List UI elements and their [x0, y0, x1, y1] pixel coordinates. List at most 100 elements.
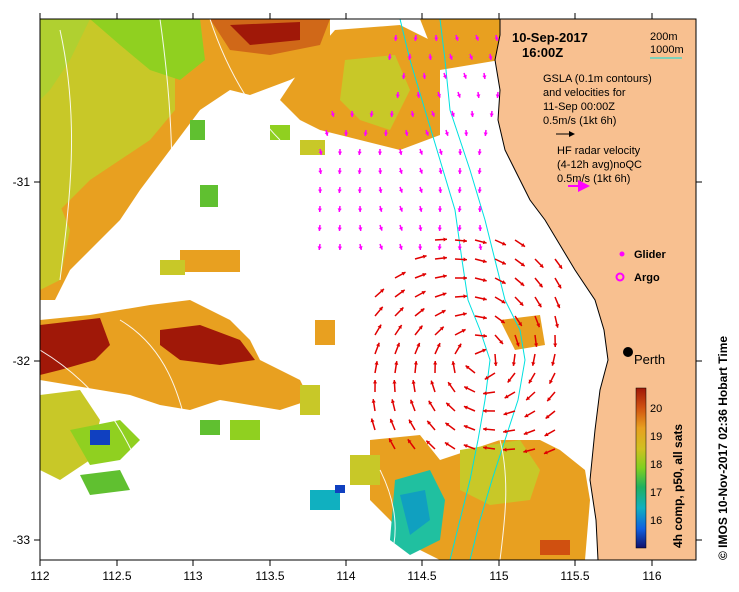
velocity-arrowhead: [357, 170, 362, 174]
x-tick-114-5: 114.5: [407, 569, 436, 583]
velocity-arrowhead: [488, 56, 493, 60]
map-date: 10-Sep-2017: [512, 30, 588, 45]
velocity-arrowhead: [499, 340, 504, 344]
isobath-1000m-label: 1000m: [650, 44, 684, 56]
colorbar: [635, 387, 647, 549]
velocity-arrowhead: [383, 132, 388, 136]
velocity-arrowhead: [357, 189, 362, 193]
velocity-arrowhead: [376, 342, 380, 347]
velocity-arrowhead: [518, 321, 522, 326]
velocity-arrowhead: [416, 342, 421, 347]
velocity-arrowhead: [418, 246, 423, 250]
velocity-arrowhead: [396, 342, 401, 347]
velocity-arrowhead: [457, 246, 462, 250]
map-time: 16:00Z: [522, 45, 563, 60]
velocity-arrowhead: [401, 75, 406, 79]
velocity-arrowhead: [434, 37, 439, 41]
x-tick-112: 112: [30, 569, 49, 583]
velocity-arrowhead: [369, 113, 374, 117]
plot-frame: [39, 18, 697, 561]
velocity-arrowhead: [454, 36, 459, 41]
velocity-arrowhead: [539, 263, 544, 268]
velocity-arrowhead: [501, 280, 506, 284]
velocity-arrowhead: [501, 299, 506, 304]
velocity-arrowhead: [324, 131, 329, 136]
velocity-arrowhead: [372, 380, 378, 384]
velocity-arrowhead: [468, 55, 473, 60]
velocity-arrowhead: [437, 227, 442, 231]
velocity-arrowhead: [444, 131, 449, 136]
velocity-arrowhead: [551, 361, 556, 366]
velocity-arrowhead: [476, 94, 481, 98]
velocity-arrowhead: [507, 378, 512, 383]
velocity-arrowhead: [463, 275, 467, 281]
velocity-arrowhead: [330, 112, 335, 117]
velocity-arrowhead: [461, 329, 466, 333]
velocity-arrowhead: [534, 343, 539, 347]
velocity-arrowhead: [377, 324, 382, 329]
velocity-arrowhead: [501, 241, 506, 246]
velocity-arrowhead: [410, 399, 414, 404]
velocity-arrowhead: [457, 208, 462, 212]
velocity-arrowhead: [504, 394, 509, 399]
velocity-arrowhead: [441, 310, 446, 314]
x-tick-112-5: 112.5: [102, 569, 131, 583]
velocity-arrowhead: [394, 361, 399, 365]
velocity-arrowhead: [358, 227, 363, 231]
velocity-arrowhead: [483, 427, 487, 432]
gsla-velocity-arrows: [370, 237, 563, 455]
velocity-arrowhead: [389, 113, 394, 117]
velocity-arrowhead: [477, 151, 482, 155]
colorbar-tick-17: 17: [650, 487, 662, 499]
velocity-arrowhead: [418, 325, 423, 330]
velocity-arrowhead: [547, 397, 552, 402]
x-tick-113: 113: [183, 569, 202, 583]
velocity-arrowhead: [357, 151, 362, 155]
velocity-arrowhead: [426, 440, 431, 445]
velocity-arrowhead: [464, 386, 469, 391]
velocity-arrowhead: [519, 301, 524, 306]
x-tick-113-5: 113.5: [255, 569, 284, 583]
velocity-arrowhead: [318, 189, 323, 193]
axis-ticks: [34, 13, 702, 566]
gsla-text-4: 0.5m/s (1kt 6h): [543, 115, 616, 127]
velocity-arrowhead: [554, 323, 559, 328]
velocity-arrowhead: [400, 289, 405, 294]
velocity-arrowhead: [343, 132, 349, 136]
perth-marker: [623, 347, 633, 357]
velocity-arrowhead: [457, 170, 462, 174]
velocity-arrowhead: [511, 362, 516, 366]
velocity-arrowhead: [422, 254, 427, 259]
velocity-arrowhead: [457, 343, 462, 348]
velocity-arrowhead: [558, 264, 563, 269]
argo-label: Argo: [634, 272, 660, 284]
velocity-arrowhead: [317, 208, 322, 212]
velocity-arrowhead: [436, 343, 441, 348]
velocity-arrowhead: [482, 259, 487, 264]
velocity-arrowhead: [523, 431, 528, 435]
velocity-arrowhead: [398, 245, 403, 250]
velocity-arrowhead: [411, 380, 416, 384]
velocity-arrowhead: [380, 288, 384, 293]
velocity-arrowhead: [410, 113, 415, 117]
velocity-arrowhead: [337, 246, 343, 250]
velocity-arrowhead: [378, 189, 383, 193]
velocity-arrowhead: [489, 113, 494, 117]
velocity-arrowhead: [430, 380, 435, 385]
velocity-arrowhead: [538, 283, 543, 288]
velocity-arrowhead: [528, 379, 533, 384]
velocity-arrowhead: [318, 170, 323, 174]
velocity-arrowhead: [392, 380, 397, 384]
velocity-arrowhead: [520, 262, 525, 267]
velocity-arrowhead: [418, 188, 423, 193]
isobath-200m-label: 200m: [650, 31, 678, 43]
velocity-arrowhead: [419, 150, 423, 155]
velocity-arrowhead: [395, 94, 400, 98]
velocity-arrowhead: [482, 75, 487, 79]
velocity-arrowhead: [337, 208, 342, 212]
velocity-arrowhead: [463, 424, 468, 429]
velocity-arrowhead: [378, 306, 383, 311]
velocity-arrowhead: [549, 379, 553, 384]
credit-text: © IMOS 10-Nov-2017 02:36 Hobart Time: [716, 336, 730, 560]
velocity-arrowhead: [451, 361, 456, 365]
